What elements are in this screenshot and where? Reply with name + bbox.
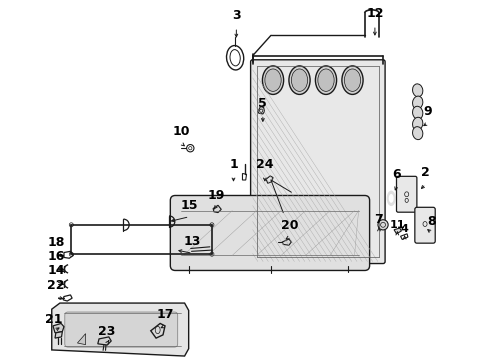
Ellipse shape <box>229 50 240 66</box>
Text: 17: 17 <box>156 308 173 321</box>
Text: 13: 13 <box>183 235 201 248</box>
Ellipse shape <box>341 66 363 94</box>
FancyBboxPatch shape <box>64 312 177 347</box>
Text: 23: 23 <box>98 325 116 338</box>
Text: 21: 21 <box>45 313 63 326</box>
Polygon shape <box>150 323 164 338</box>
Text: 18: 18 <box>47 236 64 249</box>
Polygon shape <box>393 228 401 234</box>
Ellipse shape <box>317 69 333 91</box>
Ellipse shape <box>388 194 393 203</box>
Polygon shape <box>98 337 111 345</box>
Polygon shape <box>213 205 221 213</box>
Text: 22: 22 <box>47 279 64 292</box>
Ellipse shape <box>315 66 336 94</box>
FancyBboxPatch shape <box>170 195 369 270</box>
FancyBboxPatch shape <box>396 176 416 212</box>
Text: 3: 3 <box>232 9 240 22</box>
Text: 11: 11 <box>389 220 404 230</box>
Text: 2: 2 <box>421 166 429 179</box>
Text: 20: 20 <box>280 219 298 232</box>
Text: 12: 12 <box>366 7 383 20</box>
Ellipse shape <box>344 69 360 91</box>
Ellipse shape <box>264 69 281 91</box>
Ellipse shape <box>386 190 395 206</box>
Polygon shape <box>77 334 85 345</box>
Text: 9: 9 <box>423 105 431 118</box>
Text: 16: 16 <box>47 250 64 263</box>
Ellipse shape <box>412 96 422 109</box>
Ellipse shape <box>377 220 387 230</box>
Text: 4: 4 <box>400 224 408 234</box>
Ellipse shape <box>291 69 307 91</box>
Ellipse shape <box>226 46 243 70</box>
Ellipse shape <box>412 106 422 119</box>
Ellipse shape <box>288 66 309 94</box>
Text: 5: 5 <box>258 97 266 110</box>
Text: 19: 19 <box>207 189 224 202</box>
FancyBboxPatch shape <box>414 207 434 243</box>
Text: 7: 7 <box>374 213 383 226</box>
FancyBboxPatch shape <box>250 60 385 264</box>
Text: 6: 6 <box>391 168 400 181</box>
Ellipse shape <box>262 66 283 94</box>
Polygon shape <box>52 303 188 356</box>
Text: 10: 10 <box>172 125 190 139</box>
Polygon shape <box>53 323 64 333</box>
Ellipse shape <box>412 117 422 130</box>
Polygon shape <box>55 332 62 338</box>
Text: 1: 1 <box>229 158 237 171</box>
Ellipse shape <box>412 84 422 97</box>
Polygon shape <box>282 239 291 245</box>
Text: 24: 24 <box>256 158 273 171</box>
Text: 14: 14 <box>47 264 64 277</box>
Ellipse shape <box>412 127 422 140</box>
Text: 15: 15 <box>181 199 198 212</box>
Text: 8: 8 <box>427 215 435 228</box>
